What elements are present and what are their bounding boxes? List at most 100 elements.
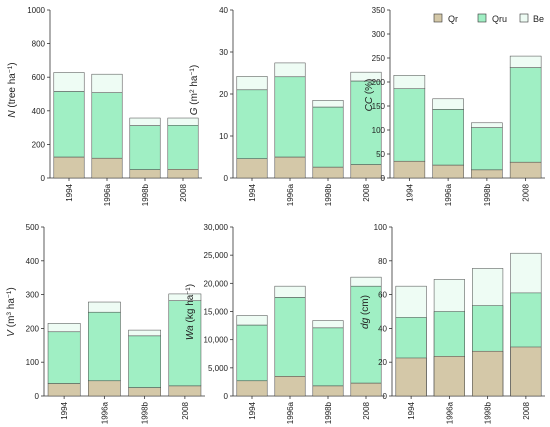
bar-be-2008 bbox=[167, 117, 199, 126]
bar-qru-1994 bbox=[53, 91, 85, 158]
y-tick-label: 0 bbox=[383, 392, 388, 401]
bar-qru-1998b bbox=[471, 127, 503, 171]
x-tick-label: 1994 bbox=[65, 183, 74, 201]
y-tick-label: 0 bbox=[224, 174, 229, 183]
chart-panel-5: 0 5,000 10,000 15,000 20,000 25,000 30,000 Wa (… bbox=[185, 223, 385, 424]
bar-qr-1998b bbox=[128, 387, 161, 397]
bar-qru-2008 bbox=[509, 67, 542, 163]
bar-qr-2008 bbox=[350, 164, 382, 179]
bar-qru-1996a bbox=[91, 92, 123, 159]
x-tick-label: 2008 bbox=[362, 401, 371, 419]
legend-label-qru: Qru bbox=[492, 14, 507, 24]
bar-be-1998b bbox=[471, 122, 503, 128]
bar-be-1996a bbox=[274, 285, 306, 298]
y-tick-label: 40 bbox=[378, 324, 387, 333]
bar-qr-1994 bbox=[393, 160, 426, 179]
y-tick-label: 10,000 bbox=[204, 336, 229, 345]
bar-be-1998b bbox=[312, 100, 344, 108]
y-tick-label: 200 bbox=[32, 140, 46, 149]
bar-be-2008 bbox=[350, 71, 382, 82]
bar-qr-1996a bbox=[274, 156, 306, 179]
bar-qru-1998b bbox=[312, 106, 344, 168]
legend-swatch-qru bbox=[477, 13, 487, 23]
chart-panel-4: 0 100 200 300 400 500 V (m3 ha−1) 1994 1996a 1998… bbox=[6, 223, 205, 424]
y-tick-label: 0 bbox=[381, 174, 386, 183]
y-tick-label: 20 bbox=[219, 90, 228, 99]
y-tick-label: 20 bbox=[378, 358, 387, 367]
x-tick-label: 1994 bbox=[60, 401, 69, 419]
bar-qru-1996a bbox=[432, 109, 464, 166]
y-tick-label: 400 bbox=[32, 107, 46, 116]
x-tick-label: 1994 bbox=[248, 401, 257, 419]
x-tick-label: 1998b bbox=[324, 183, 333, 206]
legend-label-qr: Qr bbox=[448, 14, 458, 24]
x-tick-label: 2008 bbox=[181, 401, 190, 419]
y-axis-label: CC (%) bbox=[364, 79, 375, 112]
y-tick-label: 50 bbox=[376, 150, 385, 159]
bar-qr-1998b bbox=[312, 385, 344, 397]
bar-qru-1994 bbox=[393, 88, 426, 162]
bar-qr-1994 bbox=[236, 380, 268, 397]
bar-be-2008 bbox=[350, 276, 382, 287]
y-tick-label: 30,000 bbox=[204, 223, 229, 232]
chart-panel-2: 0 10 20 30 40 G (m2 ha−1) 1994 1996a 1998b 2008 bbox=[189, 6, 385, 206]
bar-qr-1996a bbox=[274, 376, 306, 397]
bar-be-1998b bbox=[312, 320, 344, 329]
y-axis-label: G (m2 ha−1) bbox=[189, 65, 201, 116]
y-tick-label: 10 bbox=[219, 132, 228, 141]
x-tick-label: 1996a bbox=[286, 183, 295, 206]
y-tick-label: 0 bbox=[41, 174, 46, 183]
x-tick-label: 1996a bbox=[103, 183, 112, 206]
x-tick-label: 1998b bbox=[483, 183, 492, 206]
y-tick-label: 80 bbox=[378, 257, 387, 266]
y-tick-label: 400 bbox=[26, 257, 40, 266]
bar-qr-1996a bbox=[88, 380, 121, 397]
bar-be-1996a bbox=[274, 62, 306, 78]
bar-qru-2008 bbox=[350, 80, 382, 165]
bar-qru-1996a bbox=[88, 311, 121, 382]
bar-be-1996a bbox=[91, 73, 123, 93]
bar-qr-1996a bbox=[91, 157, 123, 179]
y-tick-label: 350 bbox=[372, 6, 386, 15]
bar-be-1994 bbox=[236, 76, 268, 91]
bar-qr-2008 bbox=[350, 382, 382, 397]
y-tick-label: 1000 bbox=[27, 6, 45, 15]
chart-panel-6: 0 20 40 60 80 100 dg (cm) 1994 1996a 1998b 2008 bbox=[360, 223, 545, 424]
y-tick-label: 100 bbox=[372, 126, 386, 135]
y-tick-label: 200 bbox=[26, 324, 40, 333]
x-tick-label: 2008 bbox=[522, 401, 531, 419]
x-tick-label: 1996a bbox=[100, 401, 109, 424]
bar-qr-2008 bbox=[510, 346, 542, 397]
y-tick-label: 250 bbox=[372, 54, 386, 63]
bar-be-1998b bbox=[129, 117, 161, 126]
y-tick-label: 60 bbox=[378, 291, 387, 300]
y-axis-label: dg (cm) bbox=[360, 295, 371, 329]
bar-qr-1994 bbox=[236, 158, 268, 179]
bar-be-1998b bbox=[128, 329, 161, 337]
y-tick-label: 20,000 bbox=[204, 279, 229, 288]
bar-qr-1996a bbox=[432, 164, 464, 179]
bar-qr-1996a bbox=[433, 356, 465, 397]
bar-qr-1998b bbox=[472, 350, 504, 397]
bar-qr-1998b bbox=[471, 169, 503, 179]
y-tick-label: 30 bbox=[219, 48, 228, 57]
bar-qru-1994 bbox=[236, 89, 268, 159]
bar-qr-2008 bbox=[168, 385, 202, 397]
bar-qru-1998b bbox=[129, 125, 161, 170]
y-tick-label: 150 bbox=[372, 102, 386, 111]
legend-label-be: Be bbox=[533, 14, 544, 24]
x-tick-label: 2008 bbox=[522, 183, 531, 201]
bar-qru-1998b bbox=[128, 335, 161, 388]
bar-qr-1994 bbox=[395, 357, 427, 397]
y-tick-label: 300 bbox=[26, 291, 40, 300]
x-tick-label: 1996a bbox=[444, 183, 453, 206]
y-tick-label: 0 bbox=[224, 392, 229, 401]
x-tick-label: 1996a bbox=[445, 401, 454, 424]
x-tick-label: 1994 bbox=[407, 401, 416, 419]
bar-be-1996a bbox=[432, 98, 464, 110]
chart-panel-1: 0 200 400 600 800 1000 N (tree ha−1) 1994 1996a 1… bbox=[7, 6, 202, 206]
bar-be-1994 bbox=[53, 72, 85, 92]
y-tick-label: 100 bbox=[26, 358, 40, 367]
